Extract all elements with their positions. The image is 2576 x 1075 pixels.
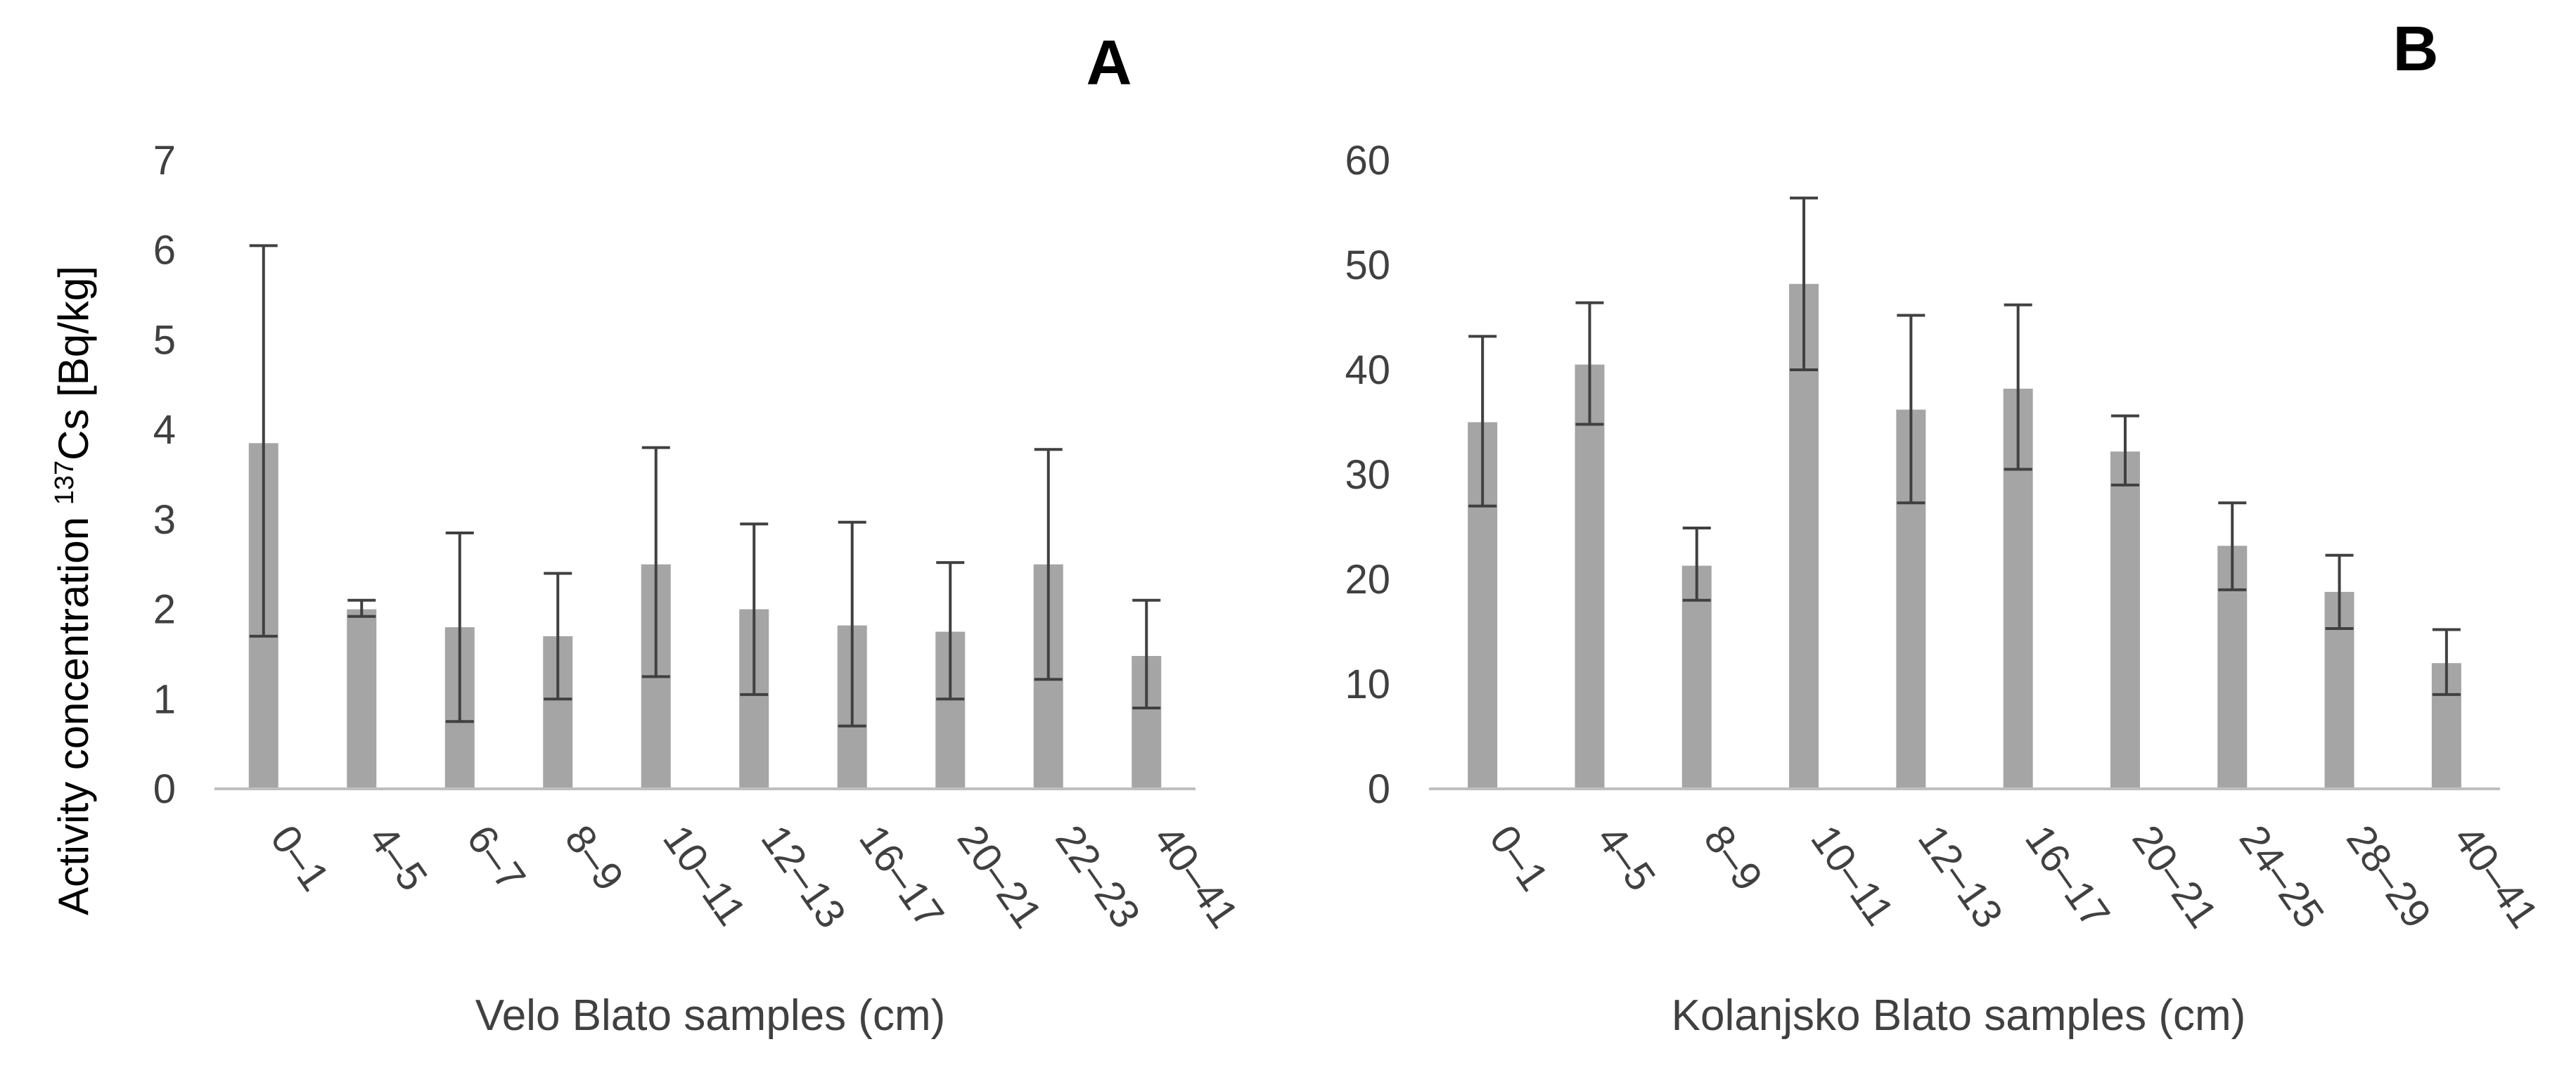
panel-b-y-tick-label: 40 <box>1345 347 1390 393</box>
panel-a-x-tick-label: 22–23 <box>1046 817 1149 936</box>
panel-b-bar <box>1575 364 1605 789</box>
panel-a-x-tick-label: 4–5 <box>360 817 437 899</box>
panel-b-x-axis-title: Kolanjsko Blato samples (cm) <box>1672 991 2246 1040</box>
panel-b-y-tick-label: 0 <box>1368 766 1390 812</box>
panel-b-y-tick-label: 20 <box>1345 557 1390 603</box>
panel-a-x-tick-label: 6–7 <box>458 817 534 899</box>
panel-a-x-tick-label: 40–41 <box>1145 817 1248 936</box>
panel-a-y-tick-label: 6 <box>153 228 176 273</box>
panel-a-x-axis-title: Velo Blato samples (cm) <box>475 991 945 1040</box>
panel-b-y-tick-label: 60 <box>1345 138 1390 184</box>
panel-b-x-tick-label: 8–9 <box>1695 817 1771 899</box>
panel-a-y-tick-label: 4 <box>153 407 176 453</box>
panel-b-x-tick-label: 40–41 <box>2444 817 2547 936</box>
panel-b-x-tick-label: 4–5 <box>1588 817 1665 899</box>
panel-b-x-tick-label: 0–1 <box>1481 817 1558 899</box>
panel-a-y-tick-label: 5 <box>153 317 176 363</box>
panel-a-x-tick-label: 12–13 <box>752 817 855 936</box>
panel-b-x-tick-label: 16–17 <box>2016 817 2119 936</box>
panel-b-x-tick-label: 24–25 <box>2231 817 2333 936</box>
panel-b-y-tick-label: 10 <box>1345 662 1390 707</box>
panel-a-x-tick-label: 0–1 <box>262 817 338 899</box>
panel-a-y-tick-label: 2 <box>153 587 176 633</box>
panel-a-x-tick-label: 20–21 <box>949 817 1051 936</box>
panel-b-letter: B <box>2393 14 2439 84</box>
panel-b-x-tick-label: 20–21 <box>2123 817 2226 936</box>
panel-a-x-tick-label: 10–11 <box>654 817 755 934</box>
y-axis-title: Activity concentration 137Cs [Bq/kg] <box>50 266 97 915</box>
panel-a-y-tick-label: 0 <box>153 766 176 812</box>
panel-a-y-tick-label: 3 <box>153 497 176 543</box>
panel-b-x-tick-label: 28–29 <box>2338 817 2440 936</box>
panel-b-y-tick-label: 30 <box>1345 452 1390 498</box>
panel-b-bar <box>1681 565 1712 789</box>
panel-a-x-tick-label: 16–17 <box>850 817 953 936</box>
panel-b-chart: B Kolanjsko Blato samples (cm) 0 10 20 30 40… <box>1345 14 2546 1040</box>
panel-b-bar <box>2110 451 2140 789</box>
panel-a-bar <box>347 609 377 789</box>
panel-a-chart: A Activity concentration 137Cs [Bq/kg] V… <box>50 28 1247 1040</box>
panel-a-x-tick-label: 8–9 <box>556 817 633 899</box>
panel-a-y-tick-label: 7 <box>153 138 176 184</box>
panel-b-x-tick-label: 10–11 <box>1802 817 1902 934</box>
panel-b-y-tick-label: 50 <box>1345 243 1390 288</box>
panel-a-y-tick-label: 1 <box>153 676 176 722</box>
panel-b-x-tick-label: 12–13 <box>1909 817 2012 936</box>
panel-a-letter: A <box>1087 28 1132 98</box>
